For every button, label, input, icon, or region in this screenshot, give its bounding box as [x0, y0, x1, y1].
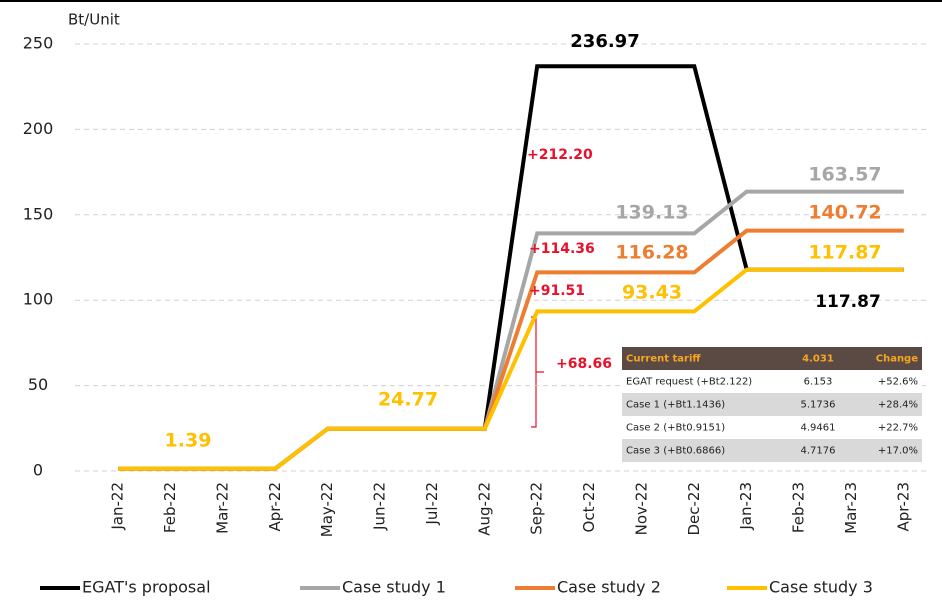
y-tick-label: 150 — [23, 204, 54, 223]
x-tick-label: Jul-22 — [423, 482, 441, 526]
data-label: 236.97 — [570, 31, 639, 52]
table-row — [622, 439, 922, 462]
x-tick-label: Nov-22 — [632, 482, 650, 535]
data-label: 117.87 — [808, 242, 881, 264]
table-cell: 6.153 — [804, 377, 833, 388]
y-axis-label: Bt/Unit — [68, 11, 120, 29]
data-label: 163.57 — [808, 164, 881, 186]
bracket — [531, 316, 544, 428]
table-row — [622, 347, 922, 370]
x-tick-label: Jan-22 — [109, 482, 127, 531]
table-row — [622, 416, 922, 439]
table-cell: +17.0% — [878, 446, 918, 457]
y-tick-label: 50 — [28, 375, 48, 394]
table-cell: +28.4% — [878, 400, 918, 411]
table-cell: 4.031 — [802, 354, 834, 365]
legend-label: Case study 3 — [769, 578, 873, 597]
x-tick-label: Feb-23 — [790, 482, 808, 533]
x-tick-label: Dec-22 — [685, 482, 703, 536]
y-tick-label: 0 — [33, 461, 43, 480]
table-cell: +52.6% — [878, 377, 918, 388]
series-line — [118, 267, 904, 471]
table-cell: +22.7% — [878, 423, 918, 434]
x-tick-label: Feb-22 — [161, 482, 179, 533]
x-tick-label: Mar-22 — [213, 482, 231, 534]
data-label: 24.77 — [378, 389, 438, 411]
legend-label: EGAT's proposal — [82, 578, 211, 597]
legend-label: Case study 2 — [557, 578, 661, 597]
y-tick-label: 200 — [23, 119, 54, 138]
x-tick-label: Jan-23 — [737, 482, 755, 531]
table-cell: Case 3 (+Bt0.6866) — [626, 446, 725, 457]
x-tick-label: Sep-22 — [528, 482, 546, 535]
annotation: +68.66 — [556, 356, 612, 372]
x-tick-label: Mar-23 — [842, 482, 860, 534]
table-cell: EGAT request (+Bt2.122) — [626, 377, 752, 388]
table-cell: 5.1736 — [801, 400, 836, 411]
table-cell: 4.9461 — [801, 423, 836, 434]
data-label: 139.13 — [615, 202, 688, 224]
y-tick-label: 100 — [23, 290, 54, 309]
table-cell: 4.7176 — [801, 446, 836, 457]
data-label: 93.43 — [622, 282, 682, 304]
annotation: +114.36 — [529, 241, 595, 257]
y-tick-label: 250 — [23, 34, 54, 53]
annotation: +212.20 — [527, 147, 593, 163]
x-tick-label: Apr-23 — [894, 482, 912, 532]
data-label: 116.28 — [615, 242, 688, 264]
annotation: +91.51 — [529, 283, 585, 299]
x-tick-label: Apr-22 — [266, 482, 284, 532]
data-label: 1.39 — [165, 430, 212, 452]
table-cell: Case 2 (+Bt0.9151) — [626, 423, 725, 434]
table-row — [622, 393, 922, 416]
table-cell: Case 1 (+Bt1.1436) — [626, 400, 725, 411]
table-cell: Current tariff — [626, 354, 701, 365]
x-tick-label: Oct-22 — [580, 482, 598, 532]
table-row — [622, 370, 922, 393]
legend-label: Case study 1 — [342, 578, 446, 597]
data-label: 117.87 — [815, 292, 881, 312]
table-cell: Change — [876, 354, 918, 365]
x-tick-label: May-22 — [318, 482, 336, 537]
data-label: 140.72 — [808, 202, 881, 224]
x-tick-label: Jun-22 — [371, 482, 389, 531]
x-tick-label: Aug-22 — [475, 482, 493, 536]
